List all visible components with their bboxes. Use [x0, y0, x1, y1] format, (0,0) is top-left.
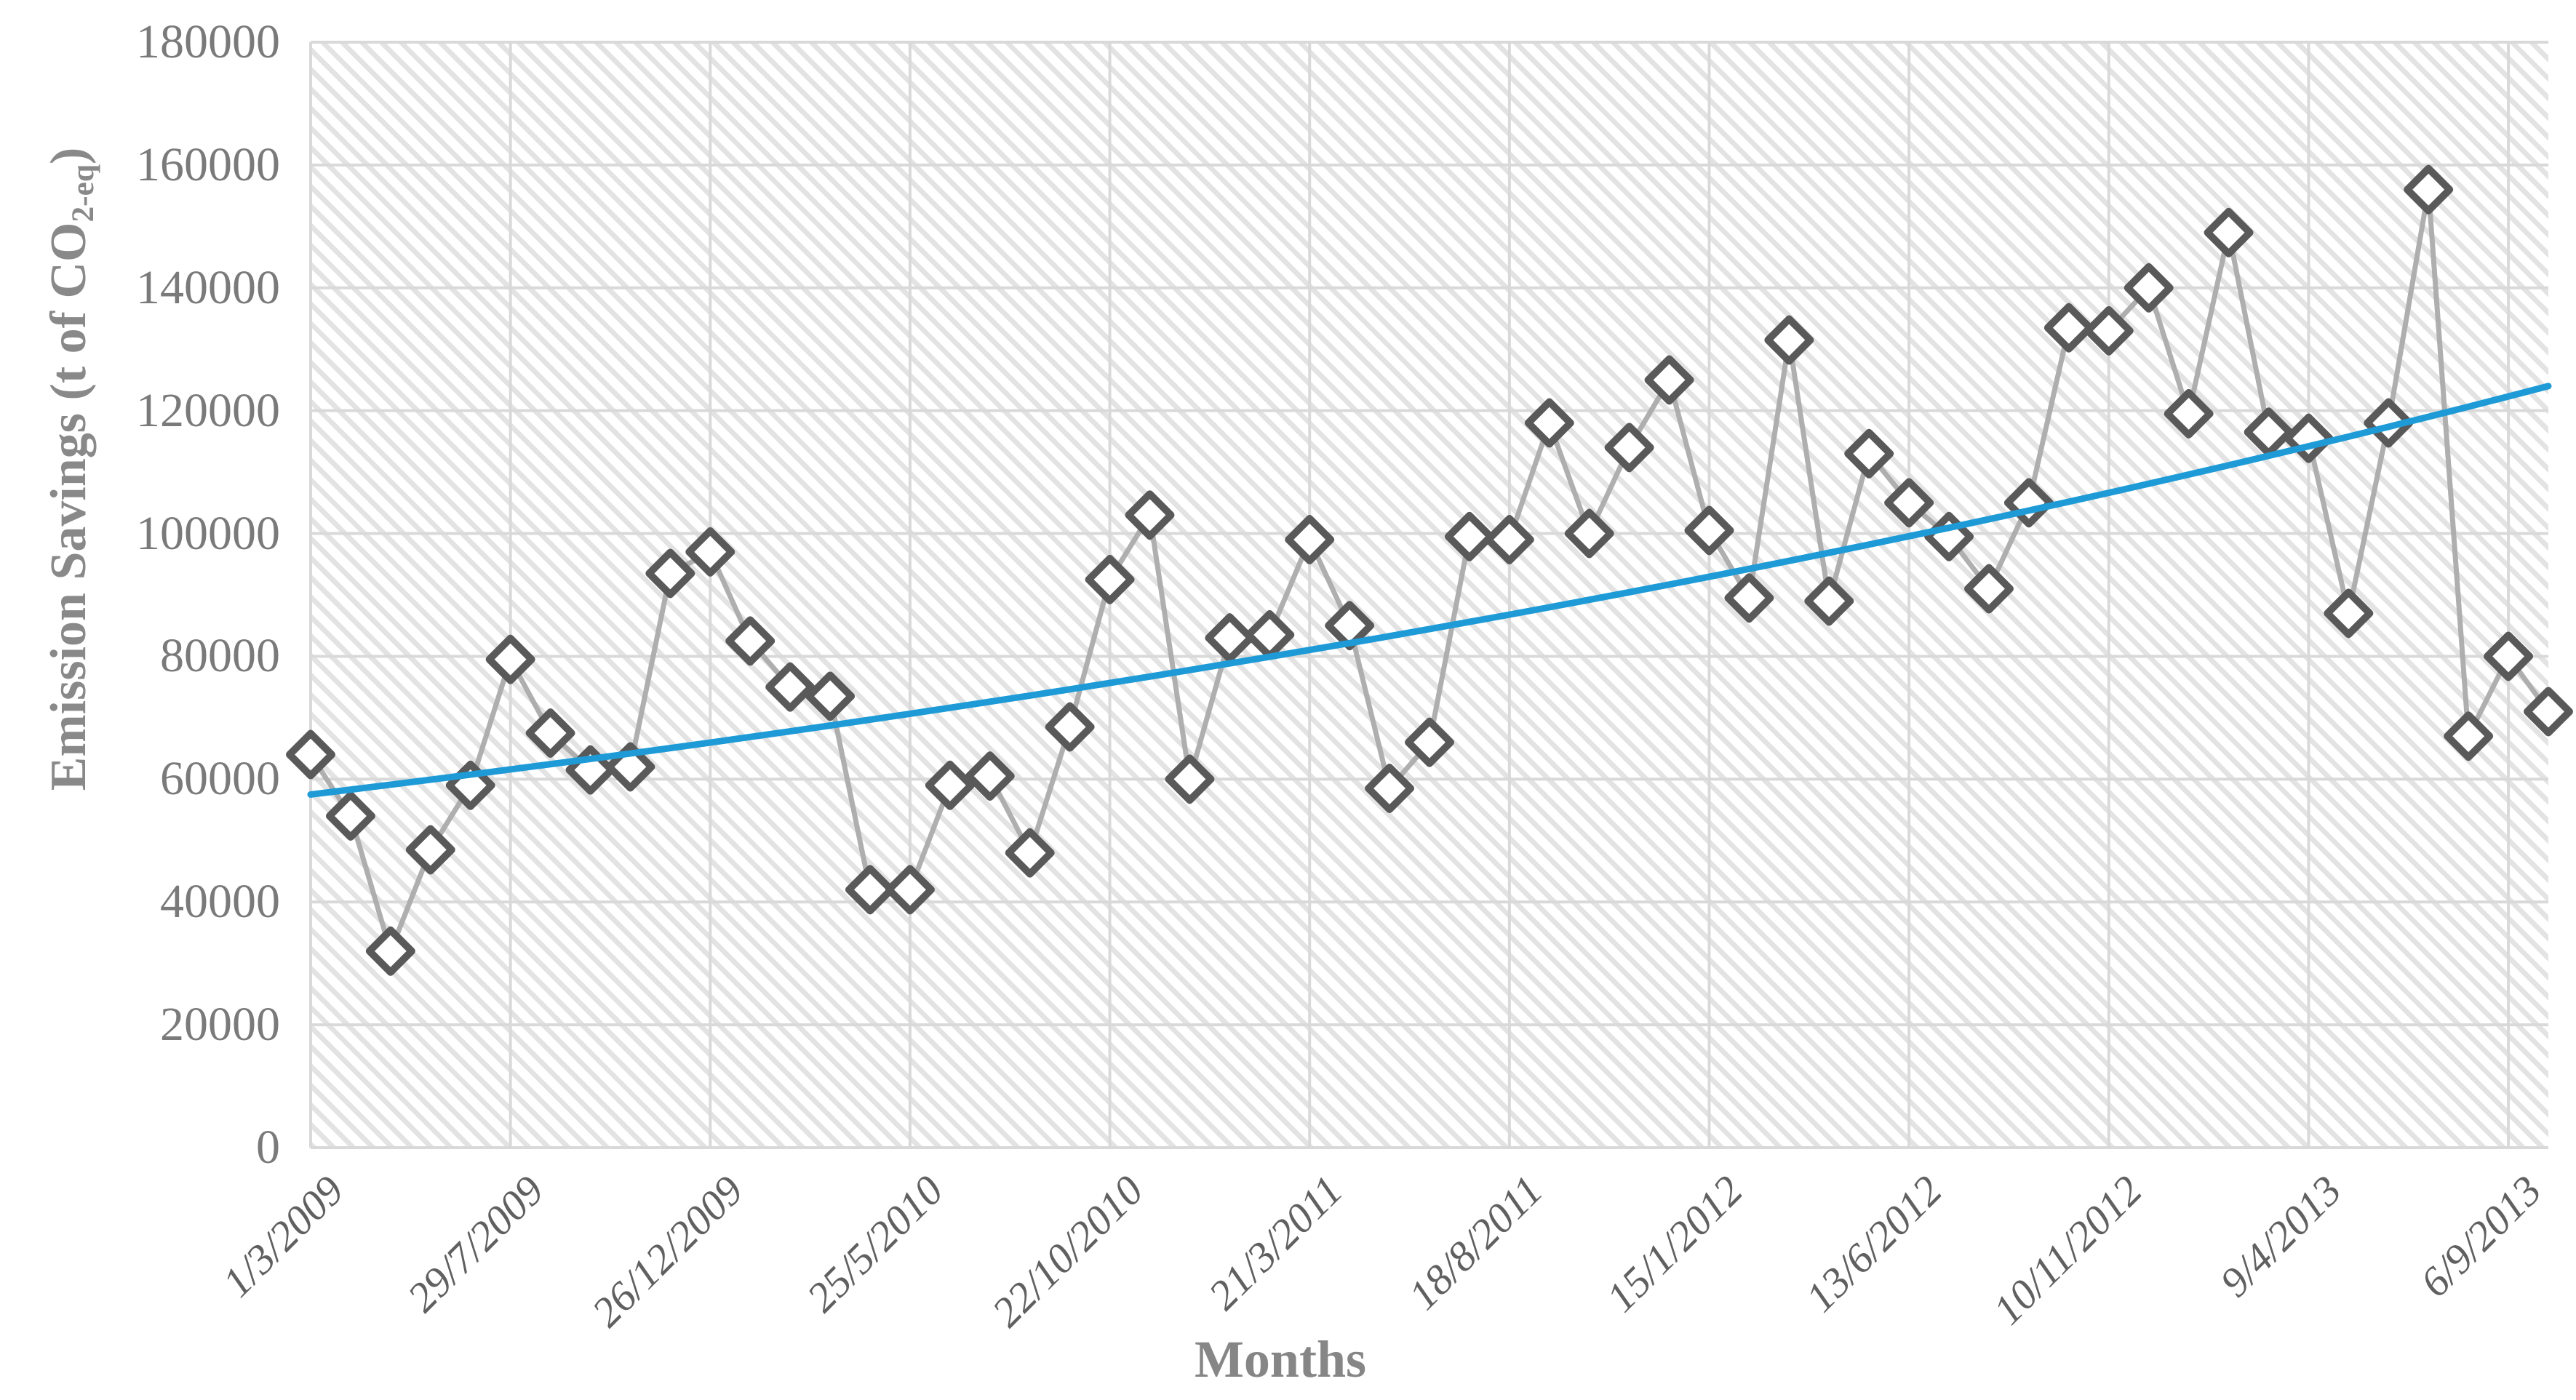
diamond-marker — [1005, 828, 1055, 878]
diamond-marker — [965, 751, 1015, 801]
plot-area — [311, 42, 2548, 1148]
diamond-marker — [325, 791, 375, 841]
diamond-marker — [885, 865, 935, 915]
y-axis-title-text: Emission Savings (t of CO — [41, 222, 97, 791]
diamond-marker — [2244, 407, 2294, 457]
trend-layer — [307, 383, 2552, 798]
y-axis-title-subscript: 2-eq — [65, 164, 100, 223]
trend-line — [307, 383, 2552, 798]
diamond-marker — [365, 926, 415, 976]
diamond-marker — [725, 616, 775, 666]
diamond-marker — [2404, 164, 2454, 215]
diamond-marker — [1365, 764, 1415, 813]
diamond-marker — [845, 865, 895, 915]
y-tick-label: 180000 — [136, 15, 280, 68]
x-tick-label: 1/3/2009 — [213, 1166, 353, 1306]
diamond-marker — [2524, 687, 2573, 737]
diamond-marker — [2043, 303, 2094, 353]
diamond-marker — [1724, 573, 1774, 623]
y-tick-label: 40000 — [160, 875, 280, 929]
diamond-marker — [1884, 478, 1934, 528]
diamond-marker — [1045, 702, 1095, 752]
diamond-marker — [765, 662, 816, 712]
diamond-marker — [1844, 428, 1894, 479]
diamond-marker — [2324, 588, 2374, 639]
diamond-marker — [485, 634, 535, 684]
diamond-marker — [925, 760, 975, 810]
y-tick-label: 140000 — [136, 260, 280, 314]
gridlines — [309, 41, 2548, 1149]
y-axis-title-suffix: ) — [41, 147, 97, 164]
diamond-marker — [685, 527, 735, 577]
y-tick-label: 80000 — [160, 629, 280, 683]
x-axis-title: Months — [1194, 1330, 1367, 1388]
diamond-marker — [805, 671, 856, 721]
diamond-marker — [1085, 554, 1135, 604]
y-tick-label: 0 — [256, 1121, 280, 1174]
diamond-marker — [2204, 207, 2254, 257]
diamond-marker — [1684, 505, 1734, 556]
diamond-marker — [1804, 576, 1854, 626]
diamond-marker — [1564, 508, 1614, 559]
y-tick-label: 100000 — [136, 506, 280, 560]
series-layer — [308, 187, 2551, 954]
diamond-marker — [1165, 754, 1215, 804]
y-axis-title: Emission Savings (t of CO2-eq) — [40, 33, 100, 905]
diamond-marker — [286, 729, 335, 780]
diamond-marker — [1964, 564, 2014, 614]
y-tick-label: 160000 — [136, 137, 280, 191]
diamond-marker — [1245, 609, 1295, 660]
diamond-marker — [1524, 398, 1574, 448]
chart-svg — [286, 41, 2573, 1149]
diamond-marker — [1405, 717, 1454, 767]
diamond-marker — [2083, 305, 2134, 356]
diamond-marker — [405, 825, 455, 875]
diamond-marker — [2164, 388, 2214, 439]
diamond-marker — [1764, 315, 1814, 365]
diamond-marker — [1325, 601, 1375, 651]
diamond-marker — [1444, 511, 1494, 561]
diamond-marker — [1285, 515, 1335, 564]
diamond-marker — [2484, 631, 2534, 681]
y-tick-label: 20000 — [160, 998, 280, 1052]
diamond-marker — [525, 708, 575, 758]
diamond-marker — [1205, 613, 1255, 663]
diamond-marker — [1644, 355, 1694, 405]
diamond-marker — [1125, 490, 1175, 540]
diamond-marker — [1484, 515, 1534, 564]
series-line — [308, 187, 2551, 954]
y-tick-label: 60000 — [160, 752, 280, 806]
marker-layer — [286, 164, 2573, 976]
diamond-marker — [2124, 263, 2174, 313]
diamond-marker — [2444, 711, 2494, 761]
diamond-marker — [1604, 423, 1654, 473]
diamond-marker — [2003, 478, 2054, 528]
y-tick-label: 120000 — [136, 383, 280, 437]
diamond-marker — [645, 548, 695, 599]
